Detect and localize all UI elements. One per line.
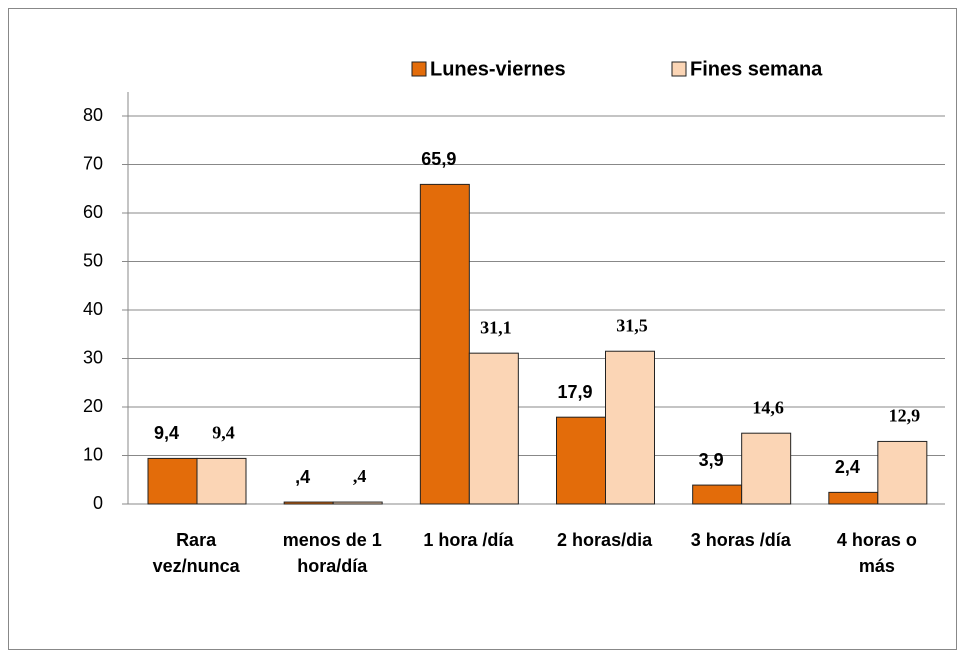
bar <box>828 491 879 505</box>
data-label: 31,5 <box>616 315 648 335</box>
data-label: 9,4 <box>154 423 179 443</box>
data-label: 14,6 <box>752 397 784 417</box>
y-tick-label: 70 <box>83 153 103 173</box>
bar <box>741 432 792 505</box>
data-label: ,4 <box>295 467 310 487</box>
bar <box>419 183 470 505</box>
bar <box>283 501 334 505</box>
data-label: 65,9 <box>421 149 456 169</box>
data-label: 31,1 <box>480 317 512 337</box>
bar <box>605 350 655 505</box>
data-label: 3,9 <box>699 450 724 470</box>
y-tick-label: 20 <box>83 396 103 416</box>
bar <box>692 484 743 505</box>
bar <box>332 501 383 505</box>
bar <box>196 457 247 505</box>
y-tick-label: 10 <box>83 444 103 464</box>
x-tick-label: 4 horas o más <box>837 530 917 576</box>
data-label: ,4 <box>353 466 367 486</box>
bar <box>468 352 519 505</box>
x-tick-label: 3 horas /día <box>691 530 792 550</box>
chart-border <box>8 8 957 650</box>
y-tick-label: 50 <box>83 250 103 270</box>
legend-swatch <box>671 61 687 77</box>
legend-label: Lunes-viernes <box>430 58 566 80</box>
y-tick-label: 60 <box>83 202 103 222</box>
y-tick-label: 80 <box>83 105 103 125</box>
legend-swatch <box>411 61 427 77</box>
x-tick-label: Rara vez/nunca <box>153 530 241 576</box>
x-tick-label: menos de 1 hora/día <box>283 530 382 576</box>
data-label: 12,9 <box>889 406 921 426</box>
data-label: 17,9 <box>557 382 592 402</box>
data-label: 2,4 <box>835 457 860 477</box>
x-tick-label: 1 hora /día <box>423 530 514 550</box>
x-tick-label: 2 horas/dia <box>557 530 653 550</box>
y-tick-label: 40 <box>83 299 103 319</box>
bar <box>147 457 198 505</box>
bar <box>556 416 606 505</box>
data-label: 9,4 <box>212 423 235 443</box>
y-tick-label: 30 <box>83 347 103 367</box>
bar <box>877 440 928 505</box>
y-tick-label: 0 <box>93 493 103 513</box>
legend-label: Fines semana <box>690 58 823 80</box>
